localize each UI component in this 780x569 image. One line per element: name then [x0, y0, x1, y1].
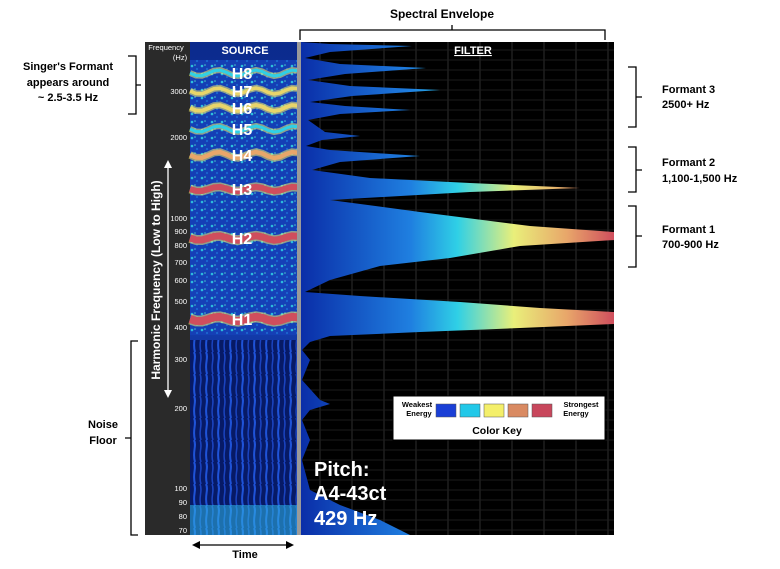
- spectral-envelope-title: Spectral Envelope: [390, 7, 494, 21]
- color-key: Weakest Energy Strongest Energy Color Ke…: [392, 395, 606, 441]
- frequency-tick-label: 1000: [170, 214, 187, 223]
- color-key-strongest-line1: Strongest: [563, 400, 599, 409]
- spectral-envelope-shape: [301, 42, 614, 535]
- singers-formant-bracket: [128, 55, 141, 115]
- formant2-title: Formant 2: [662, 157, 715, 169]
- color-key-weakest-line2: Energy: [406, 409, 432, 418]
- frequency-tick-label: 2000: [170, 133, 187, 142]
- harmonic-label-h1: H1: [232, 312, 253, 329]
- spectral-envelope-bracket: [299, 25, 606, 40]
- frequency-tick-label: 900: [174, 227, 187, 236]
- harmonic-label-h5: H5: [232, 122, 253, 139]
- frequency-tick-label: 100: [174, 484, 187, 493]
- frequency-tick-label: 70: [179, 526, 187, 535]
- frequency-tick-label: 400: [174, 323, 187, 332]
- formant2-range: 1,100-1,500 Hz: [662, 173, 738, 185]
- formant1-title: Formant 1: [662, 224, 715, 236]
- noise-floor-line2: Floor: [89, 435, 117, 447]
- harmonic-label-h3: H3: [232, 182, 253, 199]
- frequency-tick-label: 200: [174, 404, 187, 413]
- filter-panel-title: FILTER: [454, 45, 492, 57]
- singers-formant-line3: ~ 2.5-3.5 Hz: [38, 92, 99, 104]
- color-key-swatch: [435, 403, 457, 418]
- frequency-axis-unit: (Hz): [173, 53, 188, 62]
- formant2-bracket: [628, 146, 642, 193]
- frequency-tick-label: 300: [174, 355, 187, 364]
- harmonic-label-h8: H8: [232, 66, 253, 83]
- harmonic-axis-arrowhead-up: [164, 160, 172, 168]
- color-key-swatch: [459, 403, 481, 418]
- noise-floor-line1: Noise: [88, 419, 118, 431]
- harmonic-label-h4: H4: [232, 148, 253, 165]
- color-key-strongest-line2: Energy: [563, 409, 589, 418]
- formant3-range: 2500+ Hz: [662, 99, 710, 111]
- harmonic-label-h6: H6: [232, 101, 253, 118]
- time-arrowhead-right: [286, 541, 294, 549]
- harmonic-axis-arrowhead-down: [164, 390, 172, 398]
- frequency-ticks: 3000 2000 1000 900 800 700 600 500 400 300 200 100 9…: [170, 87, 187, 535]
- formant1-range: 700-900 Hz: [662, 239, 719, 251]
- color-key-swatch: [507, 403, 529, 418]
- frequency-tick-label: 800: [174, 241, 187, 250]
- formant3-bracket: [628, 66, 642, 128]
- color-key-swatch: [531, 403, 553, 418]
- singers-formant-line2: appears around: [27, 77, 110, 89]
- harmonic-frequency-axis-label: Harmonic Frequency (Low to High): [149, 180, 163, 379]
- noise-floor-annotation: Noise Floor: [88, 340, 138, 536]
- frequency-tick-label: 90: [179, 498, 187, 507]
- formant1-bracket: [628, 205, 642, 268]
- frequency-tick-label: 80: [179, 512, 187, 521]
- time-arrowhead-left: [192, 541, 200, 549]
- frequency-tick-label: 600: [174, 276, 187, 285]
- noise-floor-bracket: [125, 340, 138, 536]
- pitch-note: A4-43ct: [314, 483, 387, 505]
- harmonic-label-h7: H7: [232, 84, 253, 101]
- source-panel-title: SOURCE: [221, 45, 268, 57]
- formant3-annotation: Formant 3 2500+ Hz: [628, 66, 715, 128]
- formant1-annotation: Formant 1 700-900 Hz: [628, 205, 719, 268]
- frequency-tick-label: 3000: [170, 87, 187, 96]
- frequency-axis-title: Frequency: [148, 43, 184, 52]
- pitch-hz: 429 Hz: [314, 508, 377, 530]
- pitch-label: Pitch:: [314, 459, 370, 481]
- time-axis-label: Time: [232, 549, 257, 561]
- color-key-swatches: [435, 403, 553, 418]
- filter-panel: [301, 42, 614, 535]
- singers-formant-annotation: Singer's Formant appears around ~ 2.5-3.…: [23, 55, 141, 115]
- color-key-swatch: [483, 403, 505, 418]
- color-key-title: Color Key: [472, 425, 522, 437]
- color-key-weakest-line1: Weakest: [402, 400, 433, 409]
- frequency-tick-label: 700: [174, 258, 187, 267]
- harmonic-label-h2: H2: [232, 231, 253, 248]
- singers-formant-line1: Singer's Formant: [23, 61, 113, 73]
- formant3-title: Formant 3: [662, 84, 715, 96]
- frequency-tick-label: 500: [174, 297, 187, 306]
- panel-divider: [297, 42, 301, 535]
- formant2-annotation: Formant 2 1,100-1,500 Hz: [628, 146, 738, 193]
